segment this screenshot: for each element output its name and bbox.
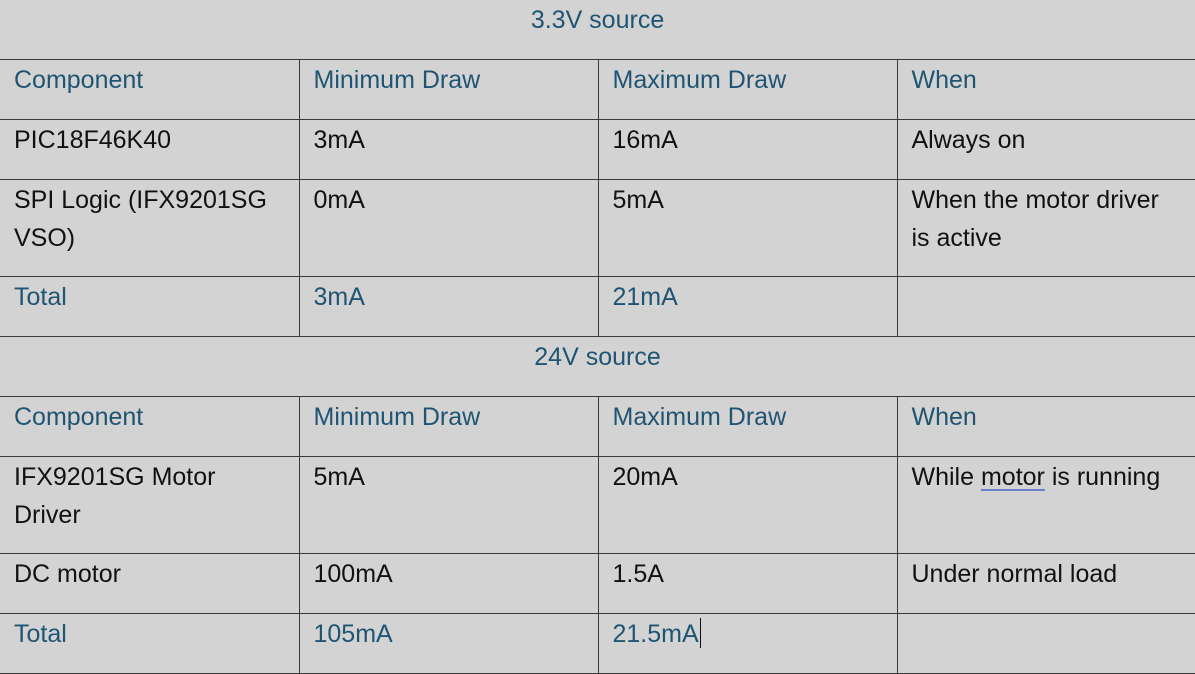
table-row: PIC18F46K40 3mA 16mA Always on: [0, 119, 1195, 180]
total-row: Total 3mA 21mA: [0, 276, 1195, 337]
cell-minimum-draw: 5mA: [298, 456, 599, 554]
section-title-row: 3.3V source: [0, 0, 1195, 60]
header-maximum-draw: Maximum Draw: [597, 59, 898, 120]
cell-maximum-draw: 16mA: [597, 119, 898, 180]
total-row: Total 105mA 21.5mA: [0, 613, 1195, 674]
cell-maximum-draw: 5mA: [597, 179, 898, 277]
cell-component: DC motor: [0, 553, 300, 614]
cell-component: PIC18F46K40: [0, 119, 300, 180]
header-row: Component Minimum Draw Maximum Draw When: [0, 396, 1195, 457]
total-minimum-draw: 105mA: [298, 613, 599, 674]
cell-when: Under normal load: [896, 553, 1195, 614]
cell-when: Always on: [896, 119, 1195, 180]
header-component: Component: [0, 59, 300, 120]
section-title-3v3: 3.3V source: [0, 0, 1195, 60]
when-prefix: While: [911, 463, 981, 491]
header-component: Component: [0, 396, 300, 457]
text-cursor: [699, 618, 701, 648]
header-row: Component Minimum Draw Maximum Draw When: [0, 59, 1195, 120]
total-label: Total: [0, 276, 300, 337]
header-minimum-draw: Minimum Draw: [298, 396, 599, 457]
total-label: Total: [0, 613, 300, 674]
cell-when: When the motor driver is active: [896, 179, 1195, 277]
table-row: IFX9201SG Motor Driver 5mA 20mA While mo…: [0, 456, 1195, 554]
spellcheck-word[interactable]: motor: [980, 463, 1045, 491]
cell-when: While motor is running: [896, 456, 1195, 554]
cell-maximum-draw: 20mA: [597, 456, 898, 554]
cell-component: SPI Logic (IFX9201SG VSO): [0, 179, 300, 277]
total-when: [896, 276, 1195, 337]
total-maximum-value: 21.5mA: [612, 620, 699, 648]
total-maximum-draw[interactable]: 21.5mA: [597, 613, 898, 674]
header-when: When: [896, 59, 1195, 120]
total-when: [896, 613, 1195, 674]
cell-component: IFX9201SG Motor Driver: [0, 456, 300, 554]
cell-maximum-draw: 1.5A: [597, 553, 898, 614]
header-when: When: [896, 396, 1195, 457]
section-title-24v: 24V source: [0, 336, 1195, 397]
when-suffix: is running: [1044, 463, 1161, 491]
cell-minimum-draw: 3mA: [298, 119, 599, 180]
header-minimum-draw: Minimum Draw: [298, 59, 599, 120]
section-title-row: 24V source: [0, 336, 1195, 397]
header-maximum-draw: Maximum Draw: [597, 396, 898, 457]
cell-minimum-draw: 0mA: [298, 179, 599, 277]
cell-minimum-draw: 100mA: [298, 553, 599, 614]
table-row: DC motor 100mA 1.5A Under normal load: [0, 553, 1195, 614]
total-maximum-draw: 21mA: [597, 276, 898, 337]
total-minimum-draw: 3mA: [298, 276, 599, 337]
table-row: SPI Logic (IFX9201SG VSO) 0mA 5mA When t…: [0, 179, 1195, 277]
